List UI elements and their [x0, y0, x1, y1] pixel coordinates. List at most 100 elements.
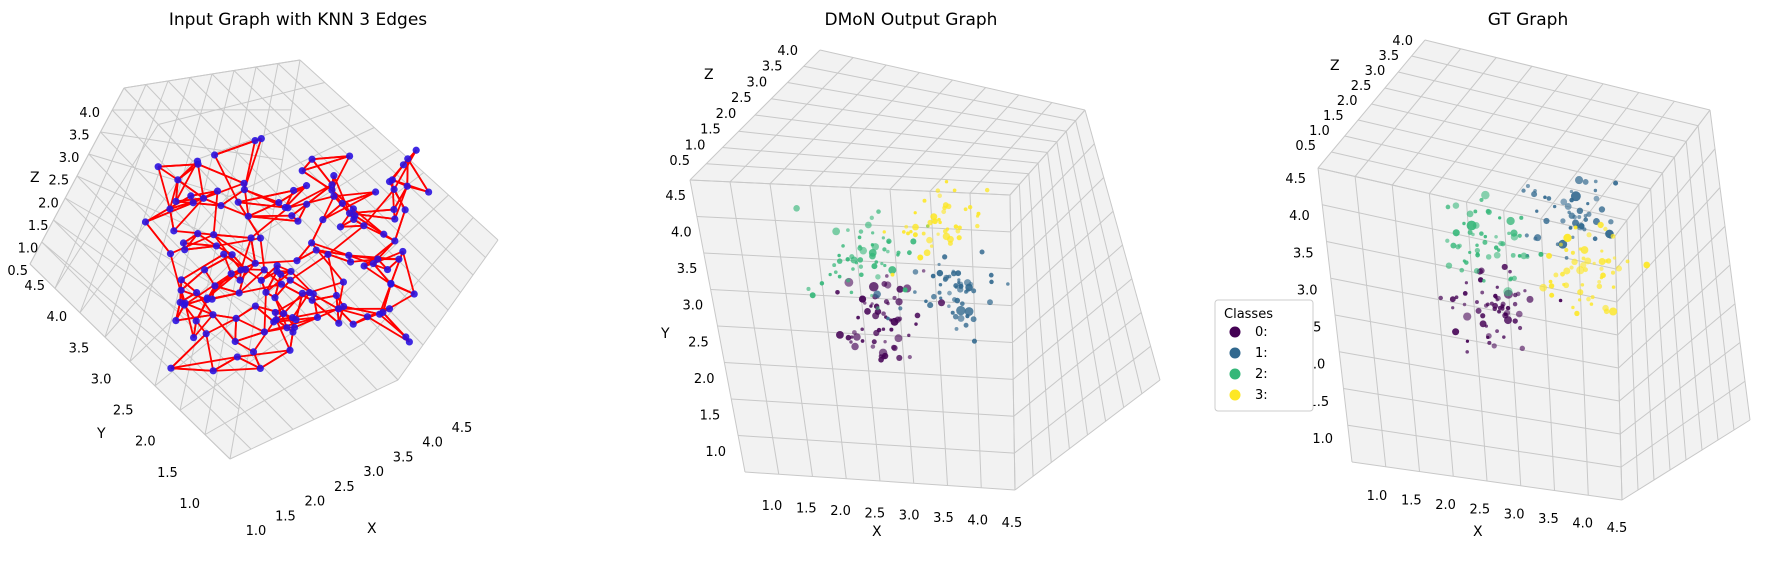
node-group: [141, 135, 433, 375]
scatter-point: [1546, 252, 1553, 259]
scatter-point: [1473, 268, 1480, 274]
scatter-point: [910, 238, 917, 245]
grid-line: [1673, 157, 1703, 451]
scatter-point: [895, 298, 903, 306]
scatter-point: [1475, 243, 1479, 248]
scatter-point: [955, 270, 962, 277]
graph-node: [240, 186, 249, 194]
graph-node: [298, 289, 306, 297]
graph-node: [404, 155, 412, 163]
y-tick-label: 4.0: [671, 226, 692, 241]
scatter-point: [1605, 258, 1612, 264]
scatter-point: [952, 313, 959, 320]
graph-edge: [234, 318, 238, 342]
scatter-point: [1462, 259, 1466, 263]
y-tick-label: 3.5: [1293, 246, 1314, 261]
scatter-point: [856, 315, 860, 320]
scatter-point: [929, 244, 934, 248]
grid-line: [1685, 141, 1719, 441]
scatter-point: [1495, 295, 1501, 301]
scatter-point: [1563, 282, 1570, 289]
z-tick-label: 2.0: [716, 107, 737, 122]
scatter-point: [1555, 242, 1560, 247]
series-1: [873, 249, 1010, 344]
scatter-point: [1564, 247, 1569, 253]
graph-edge: [263, 269, 283, 285]
scatter-point: [896, 285, 904, 293]
x-tick-label: 1.0: [762, 499, 783, 514]
x-tick-label: 2.0: [830, 504, 851, 519]
scatter-point: [1592, 261, 1596, 265]
graph-node: [209, 311, 217, 319]
graph-node: [210, 231, 218, 239]
pane-top: [690, 50, 1085, 195]
graph-node: [235, 289, 243, 297]
scatter-point: [1502, 335, 1506, 339]
graph-edge: [393, 209, 407, 242]
graph-node: [251, 259, 259, 267]
scatter-point: [1546, 196, 1552, 201]
scatter-point: [930, 273, 936, 279]
scatter-point: [873, 290, 881, 298]
graph-edge: [393, 185, 409, 220]
scatter-point: [956, 235, 962, 241]
scatter-point: [926, 236, 933, 244]
grid-line: [1056, 141, 1107, 422]
z-tick-label: 2.0: [1337, 94, 1358, 109]
scatter-point: [1498, 216, 1502, 220]
scatter-point: [1600, 272, 1606, 279]
scatter-point: [945, 275, 950, 279]
plot-area: [1438, 176, 1651, 354]
scatter-point: [860, 327, 864, 332]
scatter-point: [896, 253, 900, 257]
scatter-point: [880, 262, 884, 266]
graph-edge: [254, 305, 275, 323]
x-tick-label: 3.5: [933, 511, 954, 526]
scatter-point: [931, 293, 937, 300]
scatter-point: [942, 232, 951, 241]
grid-line: [79, 160, 193, 314]
grid-line: [104, 197, 228, 338]
scatter-point: [891, 344, 897, 351]
z-tick-label: 3.0: [1365, 64, 1386, 79]
scatter-point: [1450, 242, 1457, 249]
scatter-point: [1569, 197, 1574, 203]
scatter-point: [1526, 295, 1534, 303]
scatter-point: [938, 283, 943, 287]
scatter-point: [1452, 202, 1460, 209]
graph-edge: [180, 269, 206, 291]
graph-node: [385, 305, 394, 313]
graph-node: [194, 160, 202, 168]
scatter-point: [1593, 188, 1598, 193]
scatter-point: [869, 215, 874, 220]
scatter-point: [1517, 253, 1522, 258]
graph-node: [177, 286, 185, 294]
scatter-point: [837, 253, 841, 258]
scatter-point: [936, 269, 944, 277]
scatter-point: [846, 278, 851, 283]
graph-node: [202, 330, 210, 338]
scatter-point: [874, 260, 879, 264]
scatter-point: [886, 301, 890, 306]
graph-node: [403, 182, 411, 190]
graph-edge: [212, 356, 238, 372]
scatter-point: [1548, 279, 1553, 284]
graph-edge: [170, 233, 215, 255]
scatter-point: [1468, 250, 1472, 255]
graph-node: [271, 294, 279, 302]
graph-node: [154, 163, 162, 171]
graph-edge: [170, 367, 214, 372]
scatter-point: [1508, 277, 1513, 282]
scatter-point: [1451, 306, 1455, 310]
scatter-point: [952, 188, 957, 193]
graph-node: [284, 204, 292, 212]
graph-node: [260, 328, 269, 336]
graph-node: [212, 242, 221, 250]
graph-edge: [205, 333, 215, 372]
scatter-point: [927, 219, 933, 226]
graph-node: [170, 227, 178, 235]
graph-node: [249, 348, 258, 356]
scatter-point: [1610, 270, 1616, 275]
grid-line: [1540, 92, 1640, 220]
scatter-point: [963, 322, 969, 328]
